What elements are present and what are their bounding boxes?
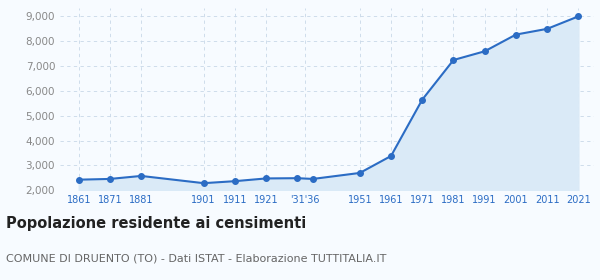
Text: Popolazione residente ai censimenti: Popolazione residente ai censimenti (6, 216, 306, 231)
Point (449, 58, 458, 62)
Point (105, 177, 115, 181)
Point (418, 97, 427, 102)
Point (511, 32, 521, 37)
Point (480, 49, 490, 53)
Point (386, 154, 396, 158)
Text: COMUNE DI DRUENTO (TO) - Dati ISTAT - Elaborazione TUTTITALIA.IT: COMUNE DI DRUENTO (TO) - Dati ISTAT - El… (6, 253, 386, 263)
Point (136, 174, 146, 178)
Point (574, 14, 583, 18)
Point (542, 27, 552, 31)
Point (262, 176, 271, 181)
Point (74, 178, 83, 182)
Point (293, 176, 302, 180)
Point (230, 179, 239, 183)
Point (355, 171, 365, 175)
Point (199, 181, 208, 185)
Point (308, 177, 318, 181)
